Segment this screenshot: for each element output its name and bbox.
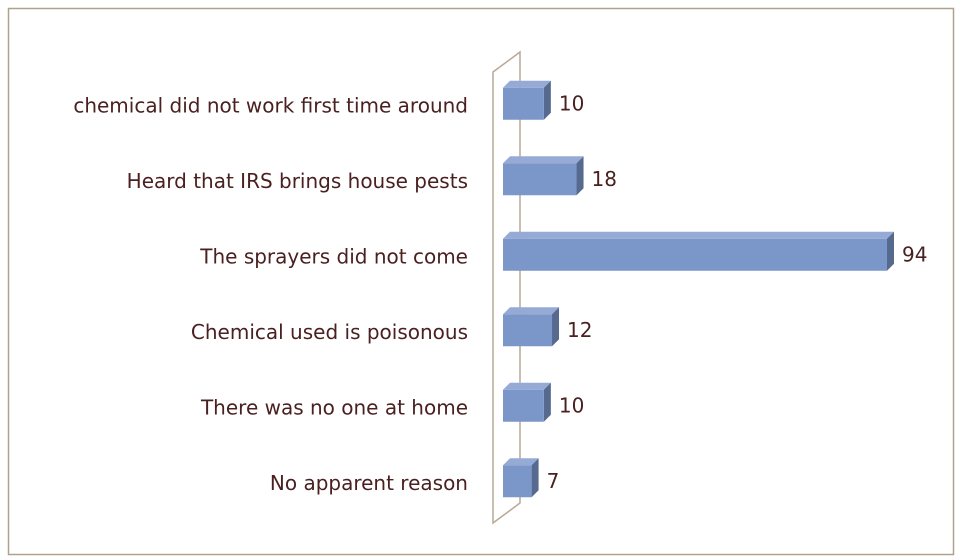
bar-side xyxy=(576,156,584,196)
data-label: 18 xyxy=(592,167,617,191)
bar-side xyxy=(543,80,551,120)
data-label: 12 xyxy=(567,318,592,342)
bar-side xyxy=(552,307,560,347)
data-label: 7 xyxy=(547,469,560,493)
data-label: 10 xyxy=(559,91,584,115)
y-tick-label: Chemical used is poisonous xyxy=(191,320,468,344)
bar-front xyxy=(503,314,553,347)
y-tick-label: Heard that IRS brings house pests xyxy=(127,169,468,193)
bar-front xyxy=(503,389,544,422)
bar-front xyxy=(503,163,577,196)
bar-front xyxy=(503,87,544,120)
bar xyxy=(503,458,539,498)
y-tick-label: The sprayers did not come xyxy=(199,244,468,268)
bar xyxy=(503,307,560,347)
chart-frame xyxy=(7,7,955,556)
bar-top xyxy=(503,80,551,88)
bar-top xyxy=(503,458,539,466)
data-label: 94 xyxy=(902,242,927,266)
bar-side xyxy=(531,458,539,498)
data-label: 10 xyxy=(559,393,584,417)
bar xyxy=(503,382,551,422)
bar xyxy=(503,156,584,196)
bar-top xyxy=(503,307,560,315)
bar-top xyxy=(503,382,551,390)
bar-side xyxy=(887,231,894,271)
bar-top xyxy=(503,231,894,239)
axis-wall xyxy=(492,50,521,525)
bar-front xyxy=(503,465,532,498)
bar-front xyxy=(503,238,887,271)
y-tick-label: chemical did not work first time around xyxy=(73,93,468,117)
bar xyxy=(503,231,894,271)
y-tick-label: No apparent reason xyxy=(270,471,468,495)
bar-top xyxy=(503,156,584,164)
y-tick-label: There was no one at home xyxy=(200,395,468,419)
bar xyxy=(503,80,551,120)
bar-side xyxy=(543,382,551,422)
